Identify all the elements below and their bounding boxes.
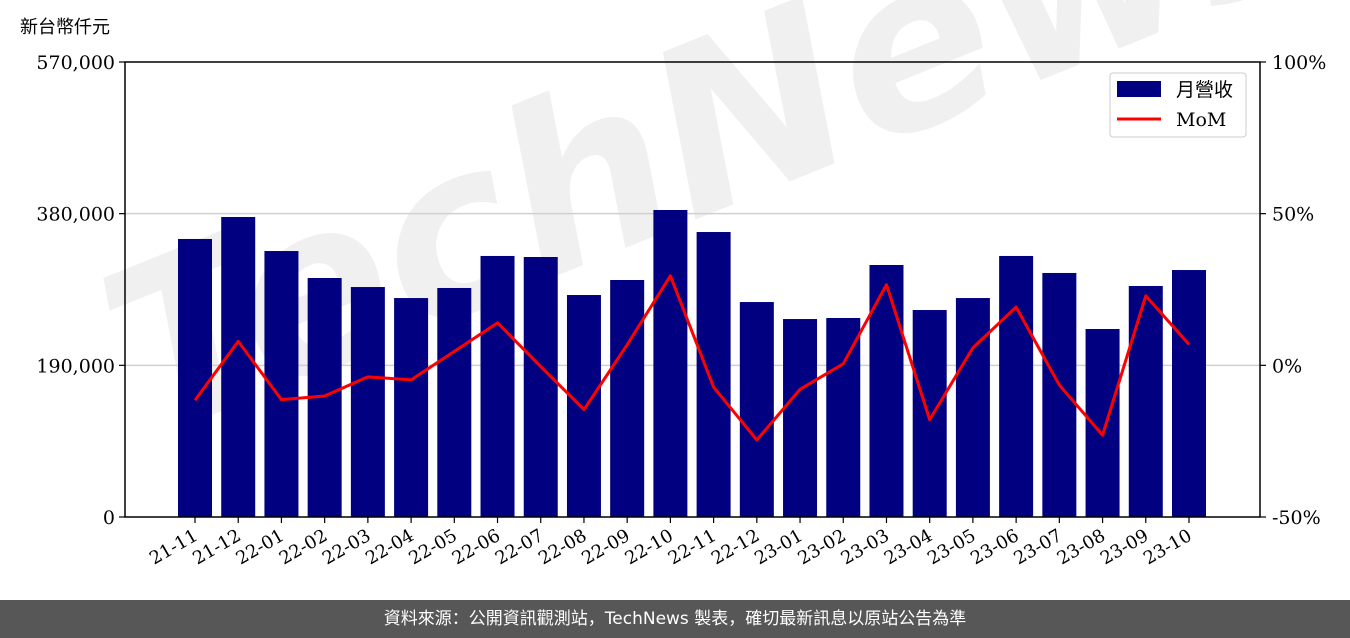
bar-23-05 [955,298,990,517]
x-tick-label: 22-04 [362,525,417,569]
source-footer: 資料來源：公開資訊觀測站，TechNews 製表，確切最新訊息以原站公告為準 [0,600,1350,638]
x-tick-label: 23-10 [1140,525,1195,569]
x-tick-label: 22-09 [578,525,633,569]
bar-21-12 [221,217,256,518]
bar-22-05 [437,287,472,517]
bar-21-11 [178,238,212,517]
y-tick-label: 380,000 [36,204,115,226]
bar-22-06 [480,255,515,517]
bar-22-04 [394,298,429,517]
bar-23-07 [1042,272,1077,517]
legend-label-line: MoM [1176,109,1226,131]
y-tick-label: 0 [103,507,115,529]
y2-tick-label: -50% [1272,507,1321,529]
plot-frame [124,61,1261,518]
x-tick-label: 23-03 [838,525,893,569]
x-tick-label: 23-02 [794,525,849,569]
bar-22-11 [696,232,731,518]
x-tick-label: 22-01 [232,525,287,569]
y-tick-label: 570,000 [36,52,115,74]
bar-23-10 [1172,270,1206,517]
x-tick-label: 21-11 [146,525,201,569]
x-tick-label: 22-11 [665,525,720,569]
x-tick-label: 22-03 [319,525,374,569]
chart: TechNews0190,000380,000570,000-50%0%50%1… [20,0,1350,569]
y2-tick-label: 50% [1272,204,1314,226]
bar-23-06 [999,255,1034,517]
bar-22-08 [566,295,601,517]
x-tick-label: 23-01 [751,525,806,569]
bar-22-12 [739,302,774,517]
x-tick-label: 23-05 [924,525,979,569]
x-tick-label: 22-12 [708,525,763,569]
x-tick-label: 23-08 [1054,525,1109,569]
x-tick-label: 23-06 [967,525,1022,569]
bar-22-10 [653,209,688,517]
x-tick-label: 22-08 [535,525,590,569]
bar-23-04 [912,310,947,517]
bar-22-07 [523,257,558,517]
mom-line [193,274,1191,442]
bar-22-03 [350,287,385,517]
legend-swatch-bar [1117,81,1161,97]
y2-tick-label: 100% [1272,52,1326,74]
x-tick-label: 22-07 [492,525,547,569]
bar-23-02 [826,317,861,517]
bar-23-01 [783,319,818,517]
x-tick-label: 22-10 [621,525,676,569]
legend-label-bar: 月營收 [1176,79,1233,101]
bar-22-09 [610,280,645,517]
bar-23-09 [1128,285,1163,517]
y2-tick-label: 0% [1272,355,1302,377]
x-tick-label: 23-04 [881,525,936,569]
x-tick-label: 22-05 [405,525,460,569]
x-tick-label: 22-02 [276,525,331,569]
y-axis-label: 新台幣仟元 [20,17,110,38]
y-tick-label: 190,000 [36,355,115,377]
x-tick-label: 22-06 [449,525,504,569]
bar-23-03 [869,264,904,517]
x-tick-label: 23-09 [1097,525,1152,569]
x-tick-label: 23-07 [1010,525,1065,569]
x-tick-label: 21-12 [189,525,244,569]
